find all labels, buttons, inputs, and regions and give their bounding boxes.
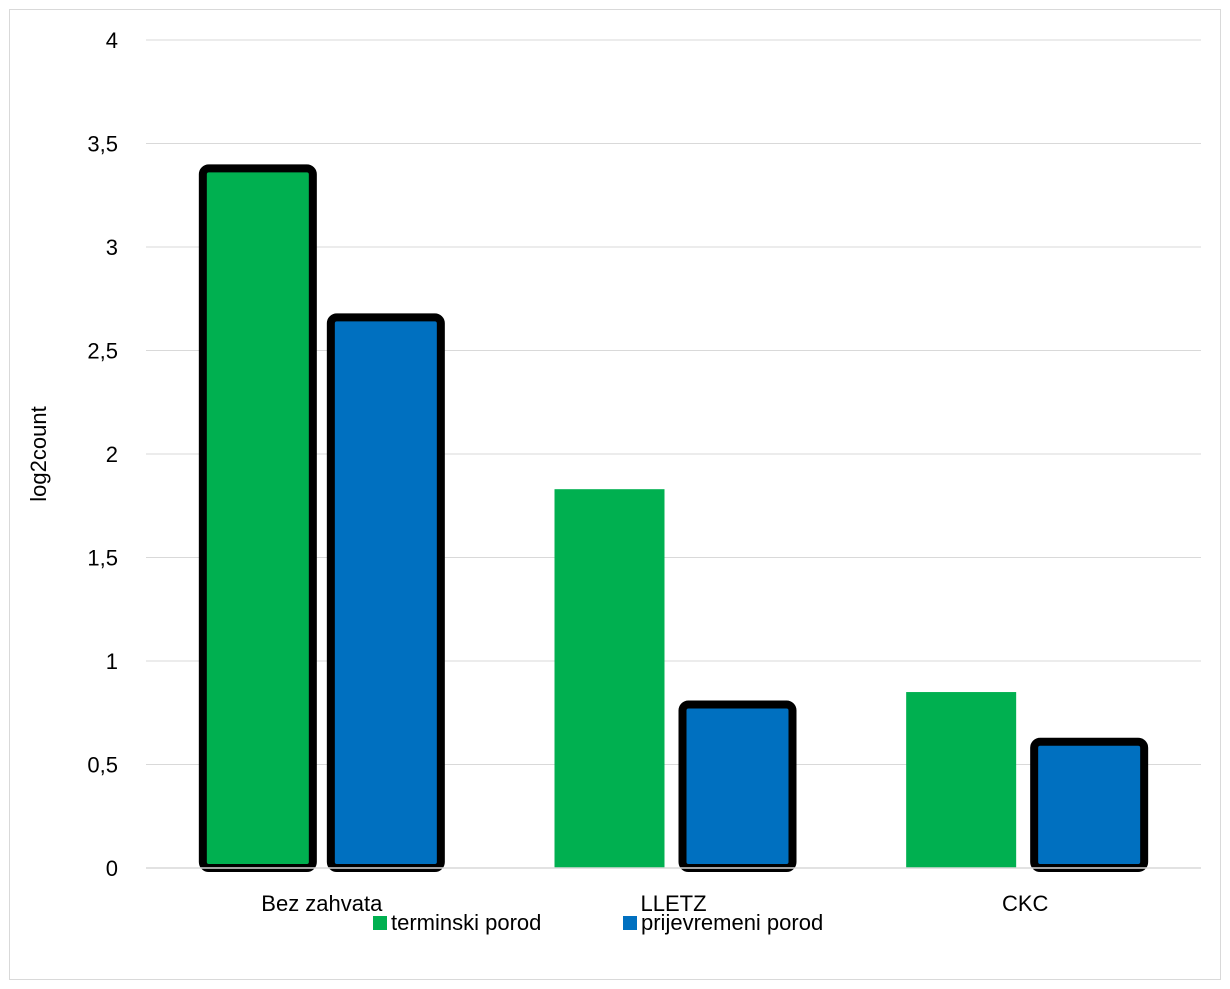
y-tick-label: 3 [106,235,118,260]
bar-terminski-1 [554,489,665,868]
legend-label: terminski porod [391,910,541,935]
bar-prijevremeni-2 [1030,737,1149,872]
y-tick-label: 0,5 [87,753,118,778]
category-labels: Bez zahvata LLETZ CKC [261,891,1048,916]
y-tick-label: 4 [106,28,118,53]
y-tick-label: 3,5 [87,132,118,157]
bar-prijevremeni-1 [678,700,797,872]
y-tick-label: 0 [106,856,118,881]
legend-swatch [623,916,637,930]
legend-label: prijevremeni porod [641,910,823,935]
bar-terminski-2 [906,692,1017,868]
category-label: CKC [1002,891,1049,916]
bar-terminski-0 [198,164,317,872]
y-tick-label: 2,5 [87,339,118,364]
bar-prijevremeni-0 [326,313,445,872]
legend-swatch [373,916,387,930]
y-tick-label: 1,5 [87,546,118,571]
category-label: Bez zahvata [261,891,383,916]
y-axis-ticks: 0 0,5 1 1,5 2 2,5 3 3,5 4 [87,28,118,881]
category-label: LLETZ [640,891,706,916]
y-tick-label: 1 [106,649,118,674]
y-axis-title: log2count [26,406,51,501]
gridlines [146,39,1201,765]
legend: terminski porod prijevremeni porod [373,910,823,935]
bars [198,164,1149,872]
y-tick-label: 2 [106,442,118,467]
